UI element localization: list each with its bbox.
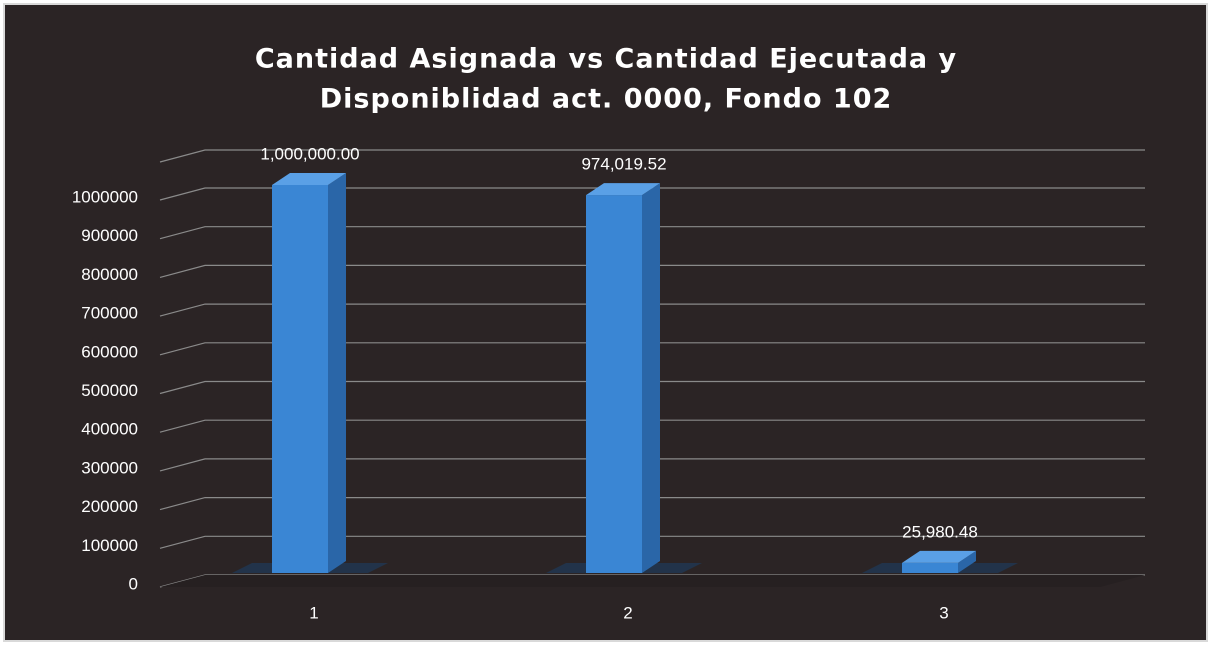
y-tick-label: 800000	[81, 265, 138, 284]
grid-line	[159, 226, 1145, 240]
bar-top	[586, 183, 660, 196]
data-label: 974,019.52	[581, 155, 666, 174]
grid-line	[159, 264, 1145, 278]
bar-side	[328, 173, 346, 573]
data-label: 1,000,000.00	[260, 144, 359, 163]
bar-top	[902, 550, 976, 563]
back-wall-edge	[159, 149, 1145, 163]
grid-line	[159, 187, 1145, 201]
grid-line	[159, 303, 1145, 317]
bar-side	[958, 550, 976, 573]
bar-front	[902, 562, 958, 573]
y-tick-label: 500000	[81, 381, 138, 400]
y-tick-label: 100000	[81, 536, 138, 555]
y-tick-label: 600000	[81, 342, 138, 361]
grid-line	[159, 342, 1145, 356]
chart-title: Cantidad Asignada vs Cantidad Ejecutada …	[255, 44, 957, 75]
chart-title: Disponiblidad act. 0000, Fondo 102	[320, 84, 893, 115]
y-tick-label: 1000000	[72, 187, 138, 206]
bar	[232, 173, 388, 573]
y-tick-label: 300000	[81, 458, 138, 477]
grid-line	[159, 497, 1145, 511]
data-label: 25,980.48	[902, 522, 978, 541]
x-tick-label: 2	[623, 603, 632, 622]
grid-line	[159, 419, 1145, 433]
bar	[862, 550, 1018, 573]
y-tick-label: 200000	[81, 497, 138, 516]
bar-front	[272, 185, 328, 573]
bar-side	[642, 183, 660, 573]
y-tick-label: 900000	[81, 226, 138, 245]
bar-front	[586, 195, 642, 573]
floor	[160, 575, 1145, 587]
grid-line	[159, 535, 1145, 549]
y-tick-label: 0	[129, 574, 138, 593]
x-tick-label: 1	[309, 603, 318, 622]
grid-line	[159, 380, 1145, 395]
grid-line	[159, 458, 1145, 472]
x-tick-label: 3	[939, 603, 948, 622]
bar	[546, 183, 702, 573]
y-tick-label: 400000	[81, 420, 138, 439]
y-tick-label: 700000	[81, 304, 138, 323]
bar-top	[272, 173, 346, 185]
